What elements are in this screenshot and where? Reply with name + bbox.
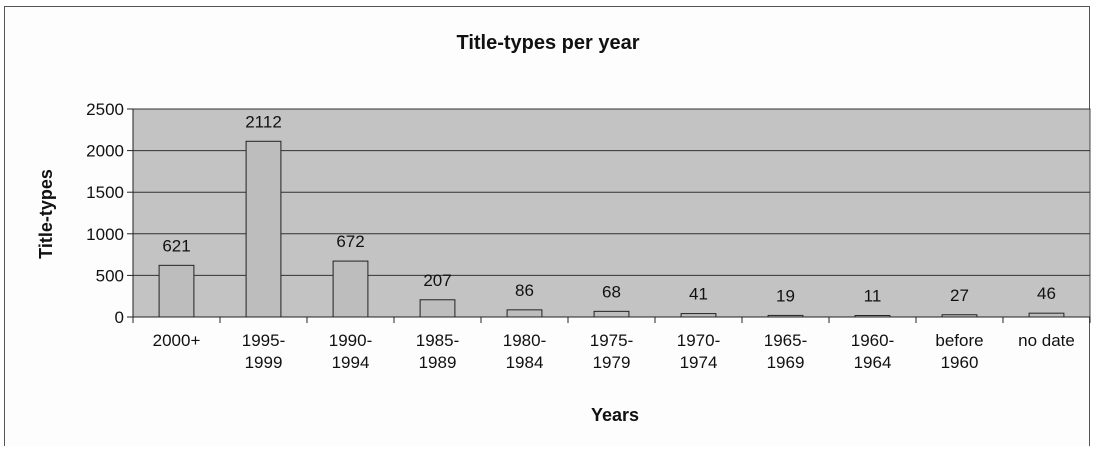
x-category-label-line: 1965-: [764, 331, 807, 350]
x-category-label-line: 1975-: [590, 331, 633, 350]
x-category-label-line: 1964: [854, 353, 892, 372]
bar: [941, 314, 978, 318]
x-category-label-line: 1984: [506, 353, 544, 372]
x-category-label-line: no date: [1018, 331, 1075, 350]
x-category-label-line: 1969: [767, 353, 805, 372]
x-category-label-line: 1989: [419, 353, 457, 372]
y-tick-label: 1000: [86, 225, 124, 244]
data-label: 27: [950, 286, 969, 305]
bar: [506, 309, 543, 318]
chart-title: Title-types per year: [456, 32, 639, 54]
x-category-label-line: 1995-: [242, 331, 285, 350]
data-label: 207: [423, 271, 451, 290]
data-label: 621: [162, 236, 190, 255]
bar: [332, 260, 369, 318]
bar: [419, 299, 456, 318]
x-category-label-line: 1970-: [677, 331, 720, 350]
data-label: 41: [689, 285, 708, 304]
x-category-label: 1975- 1979: [590, 331, 633, 372]
x-category-label: 1960- 1964: [851, 331, 894, 372]
x-category-label: before 1960: [935, 331, 983, 372]
x-category-label-line: 2000+: [153, 331, 201, 350]
x-category-label-line: 1999: [245, 353, 283, 372]
x-category-label-line: 1980-: [503, 331, 546, 350]
data-label: 672: [336, 232, 364, 251]
y-tick-label: 2500: [86, 100, 124, 119]
x-category-label: 1985- 1989: [416, 331, 459, 372]
data-label: 68: [602, 282, 621, 301]
data-label: 2112: [245, 112, 282, 131]
x-category-label-line: 1979: [593, 353, 631, 372]
data-label: 86: [515, 281, 534, 300]
x-category-label-line: before: [935, 331, 983, 350]
y-tick-label: 1500: [86, 183, 124, 202]
bar: [854, 315, 891, 318]
x-category-label: 1965- 1969: [764, 331, 807, 372]
x-axis-label: Years: [591, 405, 639, 425]
x-category-label-line: 1990-: [329, 331, 372, 350]
x-category-label: 1990- 1994: [329, 331, 372, 372]
bar: [1028, 312, 1065, 318]
chart-frame: Title-types per year Title-types Years 0…: [4, 6, 1091, 446]
y-tick-label: 500: [96, 266, 124, 285]
bar: [245, 140, 282, 318]
x-category-label: no date: [1018, 331, 1075, 350]
data-label: 11: [864, 287, 882, 306]
bar: [593, 310, 630, 318]
x-category-label-line: 1985-: [416, 331, 459, 350]
y-axis-label: Title-types: [36, 169, 56, 259]
x-category-label: 1980- 1984: [503, 331, 546, 372]
bar: [158, 264, 195, 318]
bar-chart: Title-types per year Title-types Years 0…: [36, 32, 1091, 425]
data-label: 46: [1037, 284, 1056, 303]
plot-background: [132, 108, 1091, 318]
x-category-label: 1970- 1974: [677, 331, 720, 372]
x-category-label-line: 1994: [332, 353, 370, 372]
x-category-label-line: 1960: [941, 353, 979, 372]
plot-area: 050010001500200025006212000+21121995-199…: [86, 100, 1091, 372]
bar: [680, 313, 717, 318]
data-label: 19: [776, 286, 795, 305]
x-category-label: 2000+: [153, 331, 201, 350]
y-tick-label: 2000: [86, 142, 124, 161]
y-tick-label: 0: [115, 308, 124, 327]
x-category-label: 1995- 1999: [242, 331, 285, 372]
bar: [767, 314, 804, 318]
x-category-label-line: 1960-: [851, 331, 894, 350]
x-category-label-line: 1974: [680, 353, 718, 372]
